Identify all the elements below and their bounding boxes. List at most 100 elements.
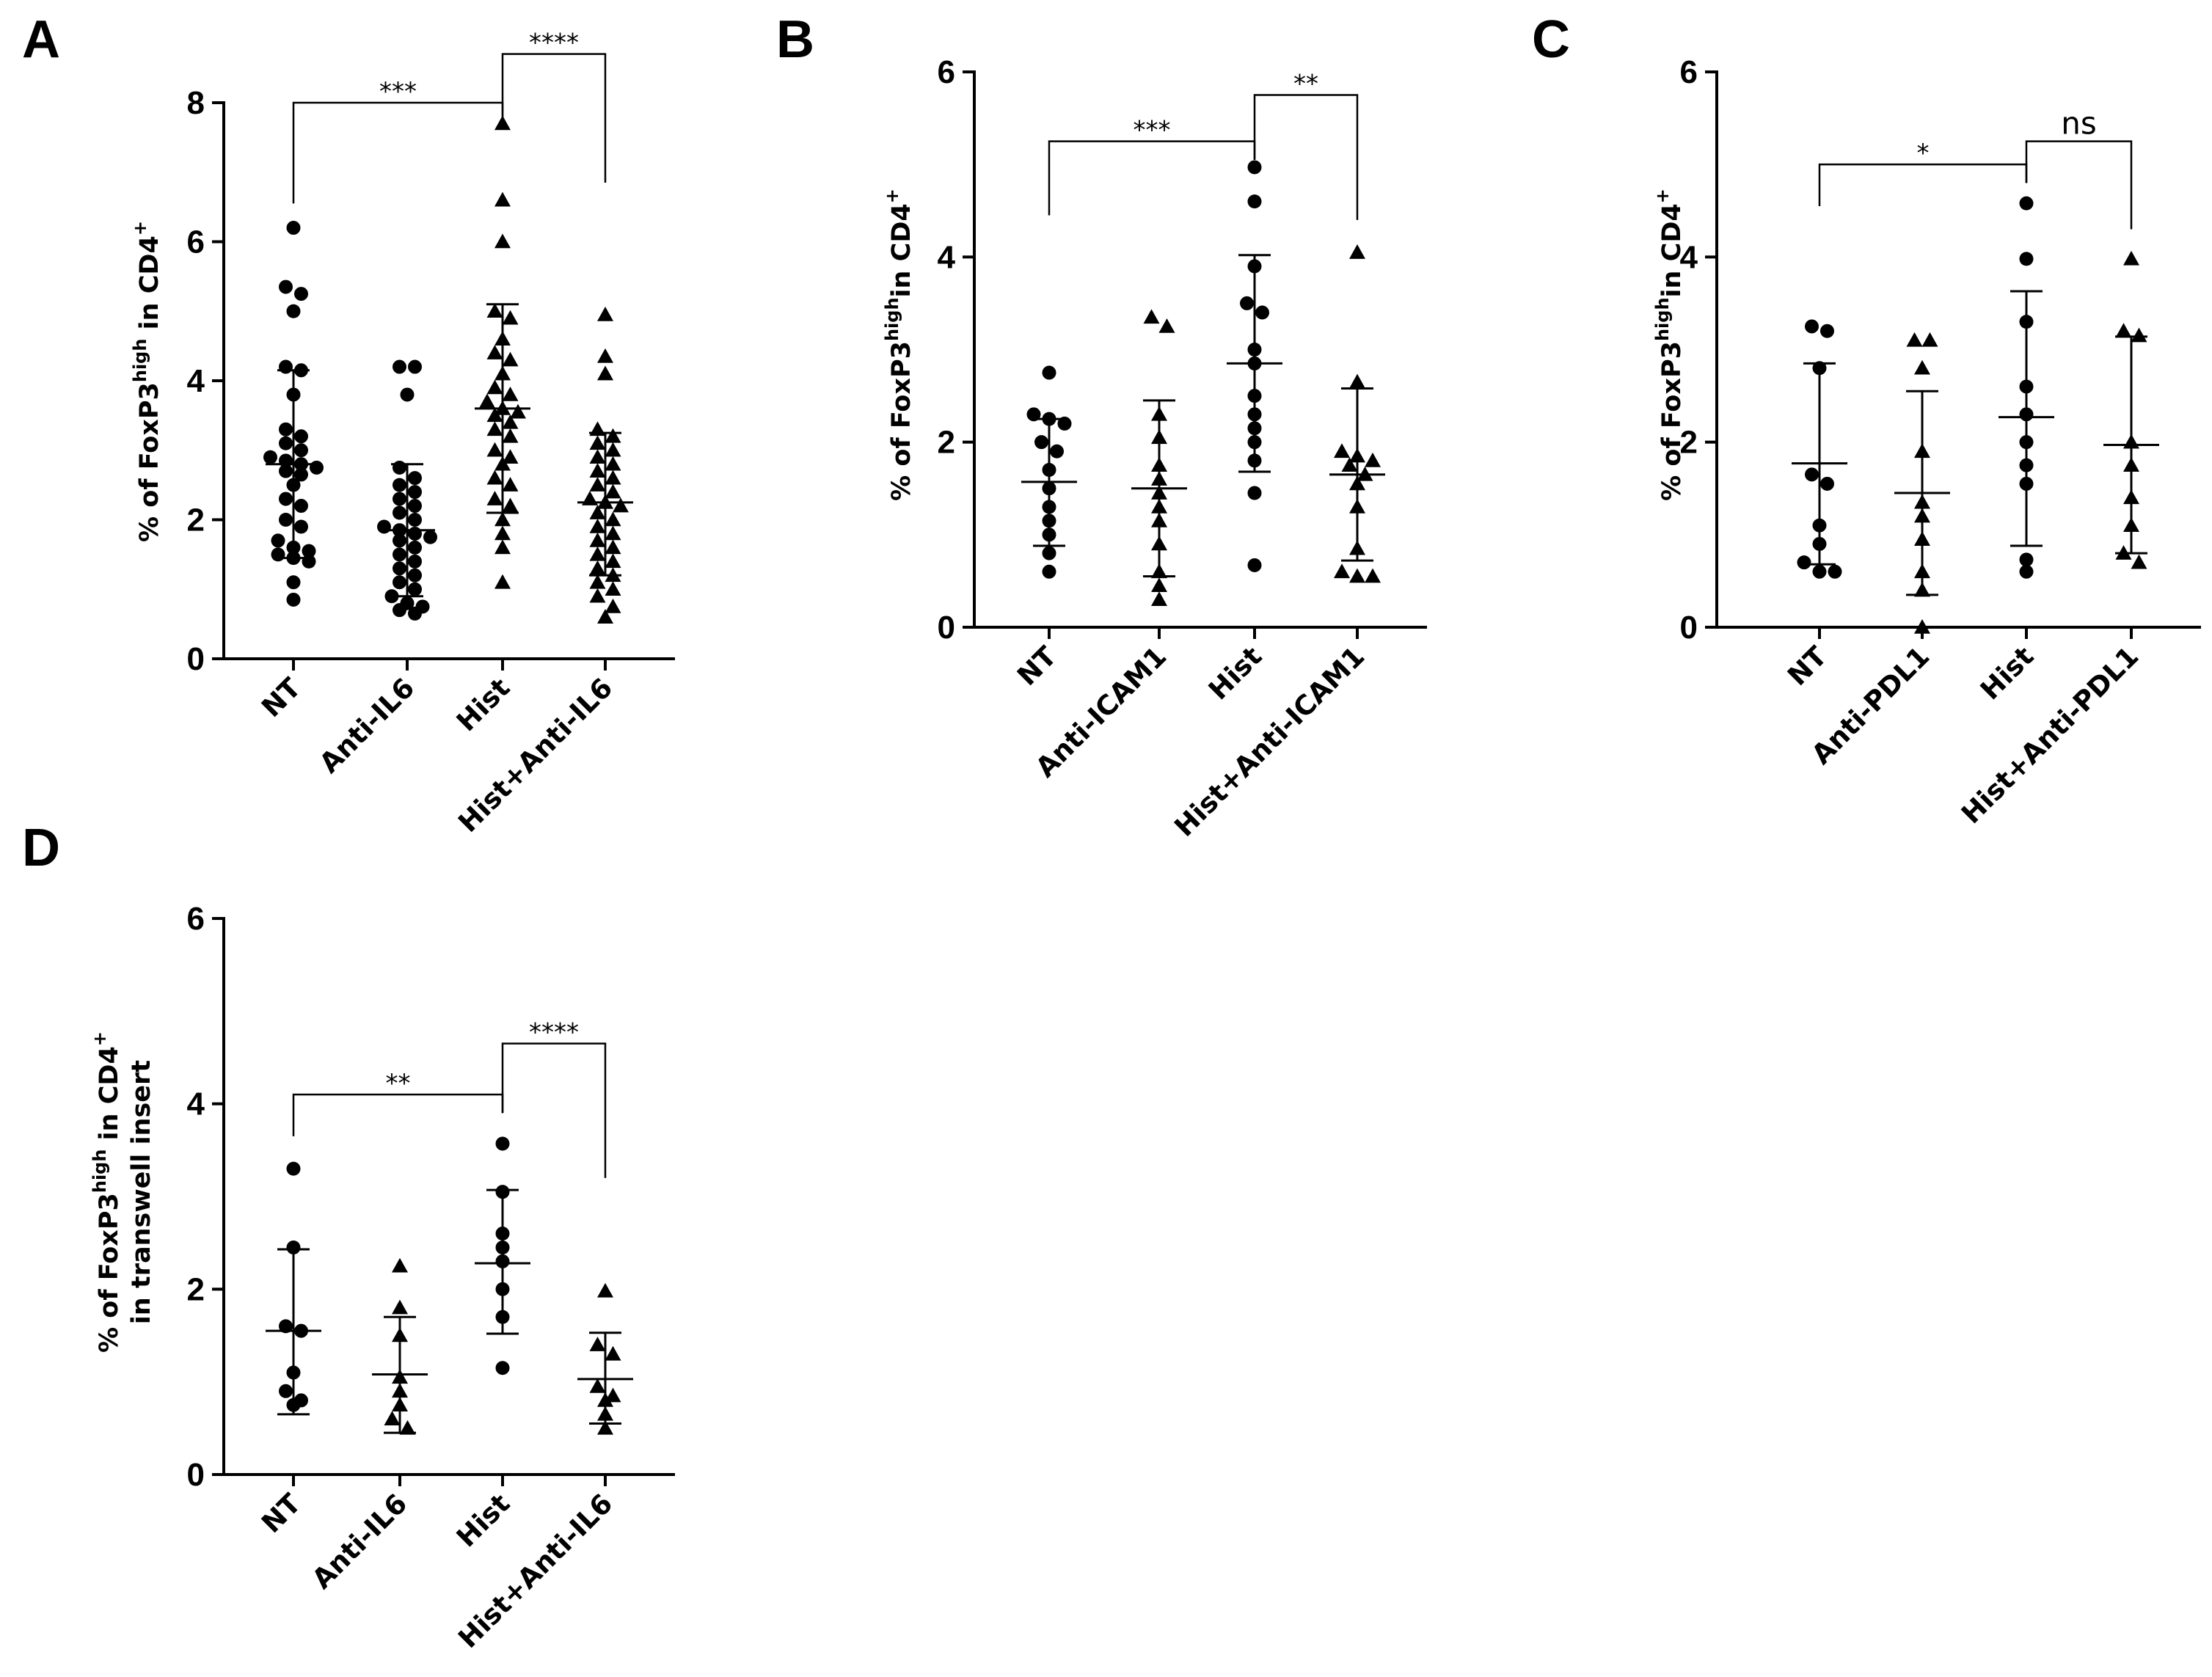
- data-point: [1914, 359, 1930, 375]
- data-point: [279, 359, 293, 374]
- group-hist-anti-pdl1: [2103, 250, 2159, 569]
- data-point: [1805, 467, 1819, 482]
- data-point: [613, 497, 629, 513]
- data-point: [2019, 564, 2034, 579]
- data-point: [408, 513, 422, 527]
- data-point: [1365, 568, 1381, 583]
- data-point: [408, 606, 422, 621]
- data-point: [605, 581, 621, 596]
- data-point: [605, 539, 621, 555]
- data-point: [1805, 319, 1819, 334]
- data-point: [486, 421, 503, 436]
- group-hist-anti-il6: [577, 306, 633, 624]
- y-tick-label: 8: [187, 85, 205, 121]
- significance-label: ***: [379, 77, 417, 106]
- data-point: [1797, 555, 1811, 570]
- data-point: [1341, 457, 1358, 472]
- data-point: [502, 351, 519, 367]
- y-axis-title-sup: high: [882, 297, 902, 341]
- data-point: [286, 1240, 301, 1254]
- data-point: [1042, 365, 1056, 380]
- data-point: [271, 547, 285, 562]
- data-point: [1042, 546, 1056, 560]
- data-point: [279, 464, 293, 478]
- data-point: [605, 511, 621, 527]
- data-point: [1143, 309, 1160, 324]
- data-point: [408, 471, 422, 486]
- y-tick-label: 0: [938, 610, 955, 646]
- y-axis-title-sup: high: [90, 1150, 110, 1194]
- data-point: [294, 519, 308, 534]
- data-point: [494, 115, 511, 131]
- data-point: [2019, 196, 2034, 211]
- y-tick-label: 6: [187, 901, 205, 937]
- data-point: [1247, 486, 1262, 500]
- data-point: [502, 449, 519, 464]
- y-axis-title: % of FoxP3high in CD4+: [130, 221, 164, 542]
- data-point: [294, 467, 308, 482]
- group-nt: [1792, 319, 1847, 579]
- y-axis-title-text: % of FoxP3: [887, 341, 916, 501]
- data-point: [486, 407, 503, 423]
- data-point: [494, 233, 511, 249]
- svg-text:% of FoxP3highin CD4+: % of FoxP3highin CD4+: [882, 189, 916, 501]
- data-point: [605, 470, 621, 485]
- data-point: [393, 478, 406, 492]
- data-point: [1247, 558, 1262, 572]
- y-tick-label: 6: [1680, 54, 1698, 90]
- y-axis-title-sup: +: [130, 221, 150, 235]
- panel-letter: C: [1532, 10, 1570, 69]
- data-point: [1349, 373, 1365, 389]
- data-point: [597, 609, 613, 624]
- significance-bracket: [1253, 94, 1359, 220]
- significance-label: ****: [529, 29, 579, 58]
- y-tick-label: 0: [187, 641, 205, 677]
- y-tick-label: 4: [1680, 239, 1698, 275]
- data-point: [302, 544, 316, 558]
- data-point: [1334, 443, 1350, 458]
- data-point: [1349, 244, 1365, 259]
- data-point: [408, 568, 422, 582]
- data-point: [1247, 160, 1262, 175]
- data-point: [279, 492, 293, 506]
- data-point: [495, 1136, 510, 1151]
- data-point: [393, 561, 406, 576]
- y-tick-label: 4: [187, 363, 205, 399]
- data-point: [502, 428, 519, 443]
- data-point: [494, 525, 511, 541]
- group-hist: [475, 115, 530, 589]
- group-nt: [266, 1161, 321, 1416]
- significance-label: **: [1293, 70, 1318, 99]
- data-point: [2123, 250, 2139, 266]
- y-axis-title-sup: +: [1652, 189, 1673, 203]
- data-point: [1365, 452, 1381, 467]
- y-tick-label: 2: [1680, 425, 1698, 461]
- y-axis-title-text: in CD4: [135, 235, 164, 338]
- data-point: [1334, 563, 1350, 579]
- y-axis-title-text: % of FoxP3: [1657, 341, 1687, 501]
- data-point: [384, 1411, 401, 1425]
- data-point: [605, 456, 621, 471]
- data-point: [1906, 332, 1923, 347]
- data-point: [1034, 435, 1048, 450]
- data-point: [294, 429, 308, 444]
- data-point: [486, 442, 503, 457]
- data-point: [286, 592, 301, 607]
- data-point: [1247, 194, 1262, 209]
- data-point: [263, 450, 277, 464]
- data-point: [502, 310, 519, 325]
- data-point: [495, 1361, 510, 1375]
- data-point: [1921, 332, 1938, 347]
- data-point: [589, 574, 606, 589]
- data-point: [286, 575, 301, 590]
- data-point: [1820, 476, 1834, 491]
- significance-bracket: [501, 1042, 607, 1178]
- data-point: [399, 1420, 416, 1435]
- data-point: [279, 422, 293, 436]
- y-axis-title-text: % of FoxP3: [95, 1193, 124, 1353]
- data-point: [1151, 591, 1167, 606]
- data-point: [279, 436, 293, 450]
- data-point: [589, 1337, 606, 1351]
- data-point: [605, 525, 621, 541]
- group-anti-icam1: [1131, 309, 1187, 606]
